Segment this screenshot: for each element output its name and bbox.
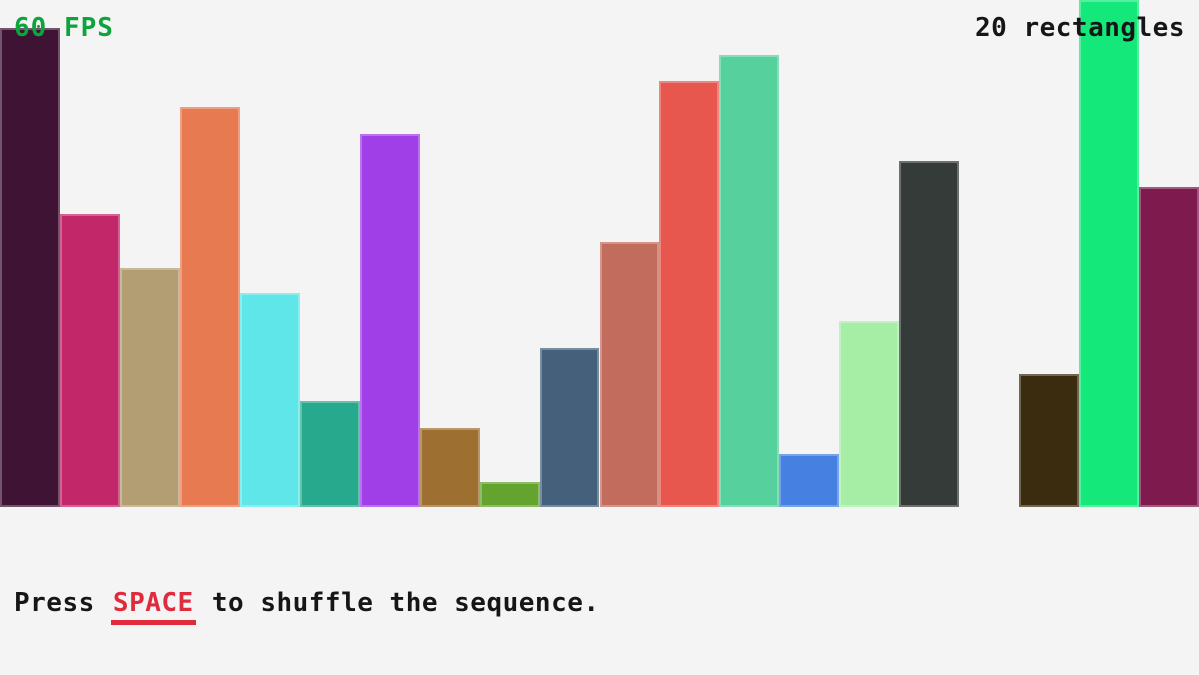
bar-17 [1019, 374, 1080, 507]
bar-6 [359, 134, 420, 507]
rectangle-count-label: 20 rectangles [975, 13, 1185, 43]
bar-3 [179, 107, 240, 507]
bar-19 [1139, 187, 1199, 507]
bar-0 [0, 28, 60, 507]
bar-1 [59, 214, 120, 507]
bar-9 [539, 348, 600, 507]
instruction-prefix: Press [14, 588, 111, 618]
bar-10 [599, 242, 660, 507]
bar-13 [779, 454, 840, 507]
bar-14 [839, 321, 900, 507]
bar-8 [479, 482, 540, 507]
fps-counter: 60 FPS [14, 13, 114, 43]
bar-4 [239, 293, 300, 507]
bar-2 [119, 268, 180, 507]
instruction-shuffle: Press SPACE to shuffle the sequence. [14, 579, 1003, 627]
bar-7 [419, 428, 480, 507]
instruction-suffix: to shuffle the sequence. [195, 588, 600, 618]
key-space-label: SPACE [110, 588, 196, 625]
bar-15 [899, 161, 960, 507]
bar-11 [659, 81, 720, 507]
instructions-panel: Press SPACE to shuffle the sequence. Pre… [14, 519, 1003, 675]
bars-container [0, 0, 1199, 507]
bar-5 [299, 401, 360, 507]
bar-18 [1079, 0, 1140, 507]
bar-12 [719, 55, 780, 507]
